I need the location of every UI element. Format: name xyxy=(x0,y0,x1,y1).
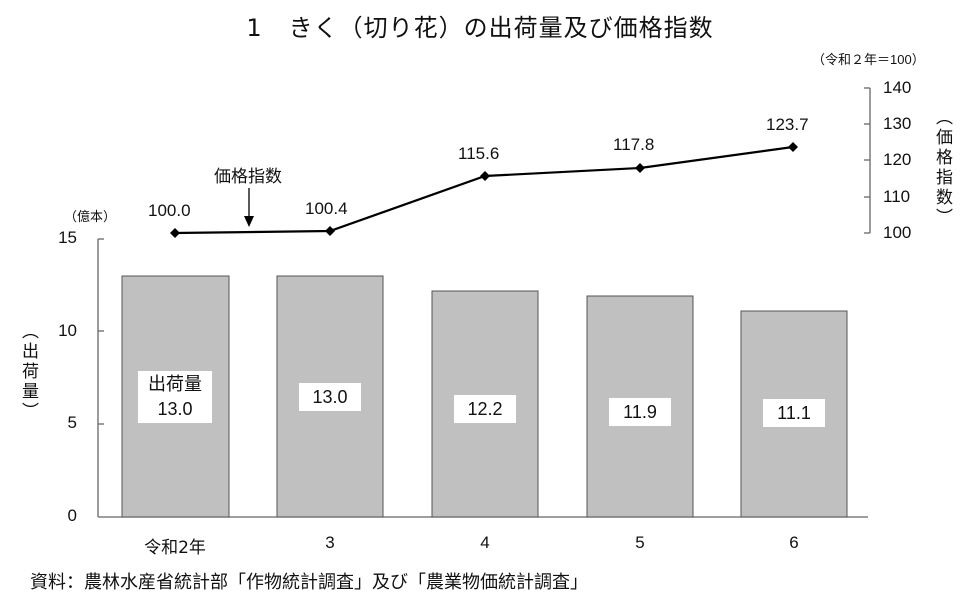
bar-data-label: 11.9 xyxy=(609,398,671,426)
category-label: 3 xyxy=(325,533,335,552)
annotation-arrow xyxy=(244,188,254,227)
category-label: 令和2年 xyxy=(144,538,206,558)
right-tick: 130 xyxy=(883,114,912,133)
right-tick: 140 xyxy=(883,78,912,97)
bar-data-label: 12.2 xyxy=(454,395,516,423)
bar-data-label: 11.1 xyxy=(763,399,825,427)
right-axis-label: （価格指数） xyxy=(932,108,952,228)
bar-data-label-first: 出荷量 13.0 xyxy=(138,371,212,423)
bar-value: 13.0 xyxy=(157,399,193,419)
bar-data-label: 13.0 xyxy=(299,383,361,411)
line-series xyxy=(170,142,798,238)
left-tick: 15 xyxy=(58,228,77,247)
left-axis-label: （出荷量） xyxy=(18,322,38,422)
chart-title-text: きく（切り花）の出荷量及び価格指数 xyxy=(288,14,714,42)
left-tick: 0 xyxy=(67,506,77,525)
category-label: 6 xyxy=(789,533,799,552)
line-data-label: 117.8 xyxy=(613,135,655,154)
right-tick: 100 xyxy=(883,223,912,242)
category-label: 5 xyxy=(635,533,645,552)
line-series-annotation: 価格指数 xyxy=(214,167,282,187)
right-tick: 110 xyxy=(883,187,911,206)
line-data-label: 100.0 xyxy=(148,201,191,220)
chart-title: 1 きく（切り花）の出荷量及び価格指数 xyxy=(0,8,960,43)
right-axis xyxy=(864,87,871,234)
bar-series-annotation: 出荷量 xyxy=(148,374,202,395)
right-axis-base-note: （令和２年＝100） xyxy=(812,52,925,67)
left-tick: 5 xyxy=(67,413,77,432)
right-tick: 120 xyxy=(883,150,912,169)
category-label: 4 xyxy=(480,533,490,552)
line-data-label: 123.7 xyxy=(766,115,809,134)
line-data-label: 115.6 xyxy=(458,144,500,163)
source-note: 資料：農林水産省統計部「作物統計調査」及び「農業物価統計調査」 xyxy=(30,572,588,593)
left-axis-unit: （億本） xyxy=(64,209,117,224)
line-data-label: 100.4 xyxy=(305,199,348,218)
chart-title-number: 1 xyxy=(246,14,263,42)
left-tick: 10 xyxy=(58,321,77,340)
